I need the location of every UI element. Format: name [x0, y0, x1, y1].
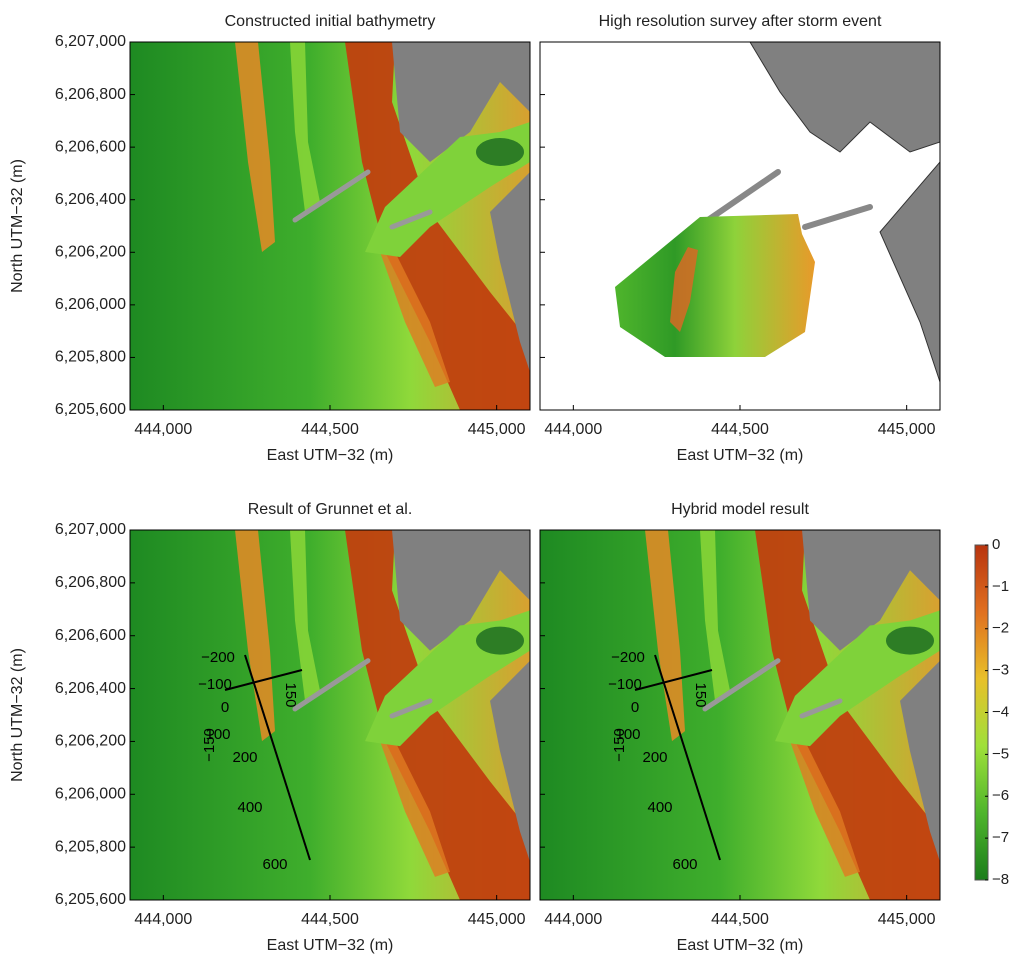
transect-label: −200	[201, 649, 235, 666]
y-tick-label: 6,205,800	[55, 349, 126, 366]
panel-title: Hybrid model result	[671, 501, 809, 518]
transect-label: 0	[631, 699, 639, 716]
x-tick-label: 444,000	[134, 911, 192, 928]
transect-label: 600	[262, 856, 287, 873]
x-axis-label: East UTM−32 (m)	[267, 937, 394, 954]
x-tick-label: 445,000	[468, 421, 526, 438]
y-tick-label: 6,206,800	[55, 86, 126, 103]
x-tick-label: 445,000	[468, 911, 526, 928]
y-tick-label: 6,206,600	[55, 627, 126, 644]
transect-label: 600	[672, 856, 697, 873]
transect-label: 400	[647, 799, 672, 816]
y-tick-label: 6,206,200	[55, 733, 126, 750]
colorbar-label: −1	[992, 578, 1009, 595]
transect-label: 150	[692, 682, 709, 707]
colorbar-label: −6	[992, 787, 1009, 804]
panel	[130, 42, 530, 410]
panel	[540, 42, 940, 410]
y-tick-label: 6,206,800	[55, 574, 126, 591]
x-tick-label: 444,000	[544, 421, 602, 438]
harbour-deep	[476, 627, 524, 655]
transect-label: 0	[221, 699, 229, 716]
panel	[130, 530, 530, 900]
panel	[540, 530, 940, 900]
y-tick-label: 6,206,200	[55, 244, 126, 261]
harbour-deep	[476, 138, 524, 166]
x-axis-label: East UTM−32 (m)	[677, 937, 804, 954]
colorbar-label: −5	[992, 745, 1009, 762]
y-tick-label: 6,206,400	[55, 191, 126, 208]
colorbar-label: −8	[992, 871, 1009, 888]
transect-label: −200	[611, 649, 645, 666]
colorbar-label: −2	[992, 620, 1009, 637]
colorbar-label: −7	[992, 829, 1009, 846]
y-tick-label: 6,205,600	[55, 401, 126, 418]
y-axis-label: North UTM−32 (m)	[9, 159, 26, 293]
y-tick-label: 6,206,600	[55, 138, 126, 155]
y-tick-label: 6,206,000	[55, 786, 126, 803]
y-tick-label: 6,205,800	[55, 838, 126, 855]
x-tick-label: 445,000	[878, 421, 936, 438]
transect-label: −100	[608, 676, 642, 693]
transect-label: 400	[237, 799, 262, 816]
panel-title: Constructed initial bathymetry	[225, 13, 436, 30]
transect-label: 150	[282, 682, 299, 707]
x-tick-label: 444,500	[711, 421, 769, 438]
colorbar-label: −4	[992, 703, 1009, 720]
x-axis-label: East UTM−32 (m)	[267, 447, 394, 464]
x-tick-label: 444,500	[711, 911, 769, 928]
panel-title: High resolution survey after storm event	[599, 13, 882, 30]
y-axis-label: North UTM−32 (m)	[9, 648, 26, 782]
transect-label: −150	[611, 728, 628, 762]
y-tick-label: 6,207,000	[55, 33, 126, 50]
y-tick-label: 6,206,400	[55, 680, 126, 697]
colorbar-label: 0	[992, 536, 1000, 553]
transect-label: 200	[642, 749, 667, 766]
x-tick-label: 444,000	[134, 421, 192, 438]
y-tick-label: 6,206,000	[55, 296, 126, 313]
y-tick-label: 6,205,600	[55, 891, 126, 908]
x-axis-label: East UTM−32 (m)	[677, 447, 804, 464]
x-tick-label: 444,500	[301, 421, 359, 438]
harbour-deep	[886, 627, 934, 655]
y-tick-label: 6,207,000	[55, 521, 126, 538]
x-tick-label: 444,500	[301, 911, 359, 928]
x-tick-label: 444,000	[544, 911, 602, 928]
x-tick-label: 445,000	[878, 911, 936, 928]
transect-label: −100	[198, 676, 232, 693]
colorbar-label: −3	[992, 662, 1009, 679]
transect-label: −150	[201, 728, 218, 762]
figure: Constructed initial bathymetry East UTM−3…	[0, 0, 1012, 956]
panel-title: Result of Grunnet et al.	[248, 501, 413, 518]
transect-label: 200	[232, 749, 257, 766]
